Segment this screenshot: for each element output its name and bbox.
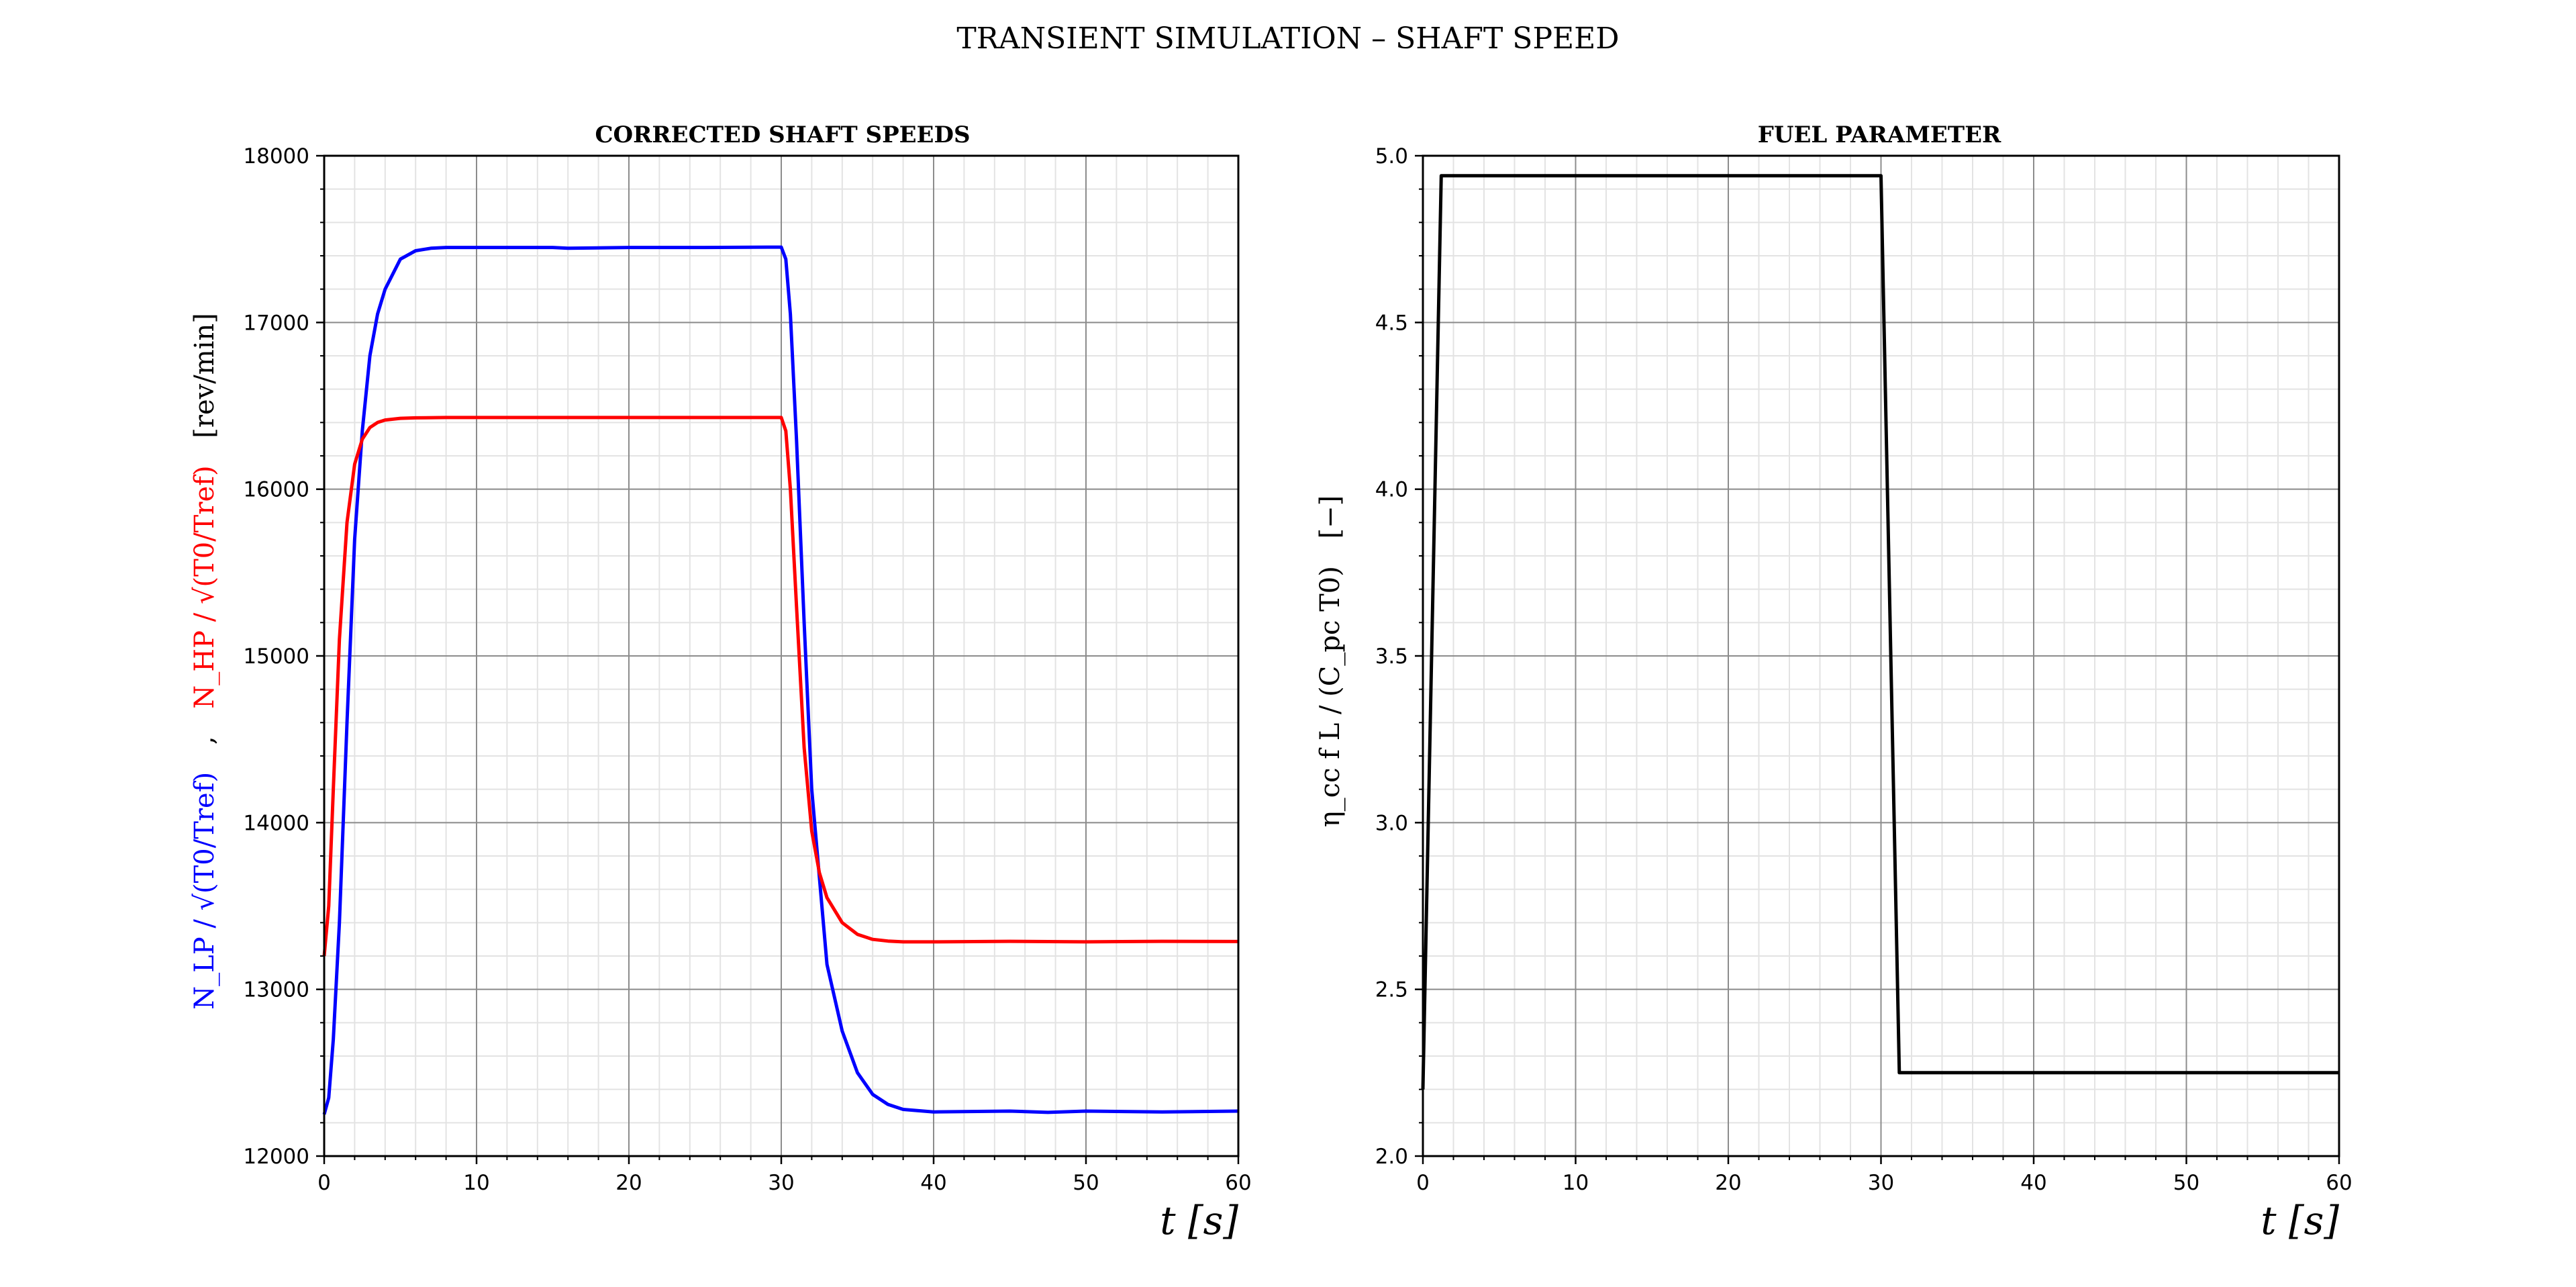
fuel-x-axis-label: t [s] <box>2261 1198 2339 1243</box>
speed-y-axis-label: N_LP / √(T0/Tref) , N_HP / √(T0/Tref) [r… <box>189 313 220 1010</box>
speed-axes-title: CORRECTED SHAFT SPEEDS <box>595 122 970 148</box>
figure-title: TRANSIENT SIMULATION – SHAFT SPEED <box>956 21 1619 56</box>
fuel-y-tick-label: 5.0 <box>1375 144 1408 169</box>
speed-series-group <box>322 245 1239 1115</box>
fuel-x-tick-label: 60 <box>2326 1171 2352 1195</box>
fuel-x-tick-label: 40 <box>2020 1171 2046 1195</box>
speed-x-tick-label: 30 <box>768 1171 794 1195</box>
speed-x-tick-label: 0 <box>317 1171 331 1195</box>
fuel-x-tick-label: 50 <box>2173 1171 2199 1195</box>
svg-text:η_cc f L / (C_pc T0) [: η_cc f L / (C_pc T0) [−] <box>1315 495 1346 828</box>
speed-y-label-hp: N_HP / √(T0/Tref) <box>189 465 220 708</box>
fuel-y-tick-label: 4.0 <box>1375 478 1408 502</box>
speed-y-tick-label: 16000 <box>243 478 309 502</box>
fuel-y-tick-label: 2.5 <box>1375 978 1408 1002</box>
fuel-x-tick-label: 0 <box>1416 1171 1430 1195</box>
fuel-series-group <box>1421 174 2339 1090</box>
speed-y-tick-label: 12000 <box>243 1145 309 1169</box>
speed-y-label-lp: N_LP / √(T0/Tref) <box>189 772 220 1010</box>
fuel-major-grid <box>1422 155 2340 1157</box>
speed-x-tick-label: 10 <box>463 1171 489 1195</box>
speed-series-line-hp <box>322 416 1239 957</box>
speed-y-label-separator: , <box>189 736 220 745</box>
fuel-y-label-main: η_cc f L / (C_pc T0) <box>1315 566 1346 827</box>
speed-y-tick-label: 14000 <box>243 811 309 835</box>
fuel-y-axis-label: η_cc f L / (C_pc T0) [−] <box>1315 495 1346 828</box>
fuel-axes-title: FUEL PARAMETER <box>1758 122 2001 148</box>
speed-x-axis-label: t [s] <box>1160 1198 1238 1243</box>
speed-x-tick-label: 20 <box>615 1171 642 1195</box>
speed-y-tick-label: 15000 <box>243 645 309 669</box>
speed-y-tick-label: 18000 <box>243 144 309 169</box>
fuel-x-tick-label: 10 <box>1563 1171 1589 1195</box>
svg-text:N_LP / √(T0/Tref) ,: N_LP / √(T0/Tref) , N_HP / √(T0/Tref) [r… <box>189 313 220 1010</box>
speed-x-tick-label: 40 <box>920 1171 946 1195</box>
fuel-y-tick-label: 3.5 <box>1375 645 1408 669</box>
speed-y-tick-label: 17000 <box>243 311 309 335</box>
fuel-axes: FUEL PARAMETER 0 10 20 30 40 50 60 2.0 2.5 3.0 3.5… <box>1315 122 2352 1243</box>
fuel-series-line-fuel <box>1421 174 2339 1090</box>
fuel-x-tick-label: 20 <box>1715 1171 1741 1195</box>
speed-x-tick-label: 50 <box>1073 1171 1099 1195</box>
fuel-ticks: 0 10 20 30 40 50 60 2.0 2.5 3.0 3.5 4.0 4.5 5.0 <box>1375 144 2352 1195</box>
speed-x-tick-label: 60 <box>1225 1171 1251 1195</box>
fuel-y-tick-label: 4.5 <box>1375 311 1408 335</box>
speed-series-line-lp <box>322 245 1239 1115</box>
speed-y-tick-label: 13000 <box>243 978 309 1002</box>
speed-ticks: 0 10 20 30 40 50 60 12000 13000 14000 15000 16000 17… <box>243 144 1251 1195</box>
fuel-y-tick-label: 2.0 <box>1375 1145 1408 1169</box>
speed-axes: CORRECTED SHAFT SPEEDS 0 10 20 30 40 50 60 1200… <box>189 122 1252 1243</box>
fuel-x-tick-label: 30 <box>1868 1171 1894 1195</box>
speed-major-grid <box>324 155 1239 1157</box>
speed-y-label-unit: [rev/min] <box>189 313 220 438</box>
fuel-y-tick-label: 3.0 <box>1375 811 1408 835</box>
fuel-y-label-unit: [−] <box>1315 495 1346 539</box>
